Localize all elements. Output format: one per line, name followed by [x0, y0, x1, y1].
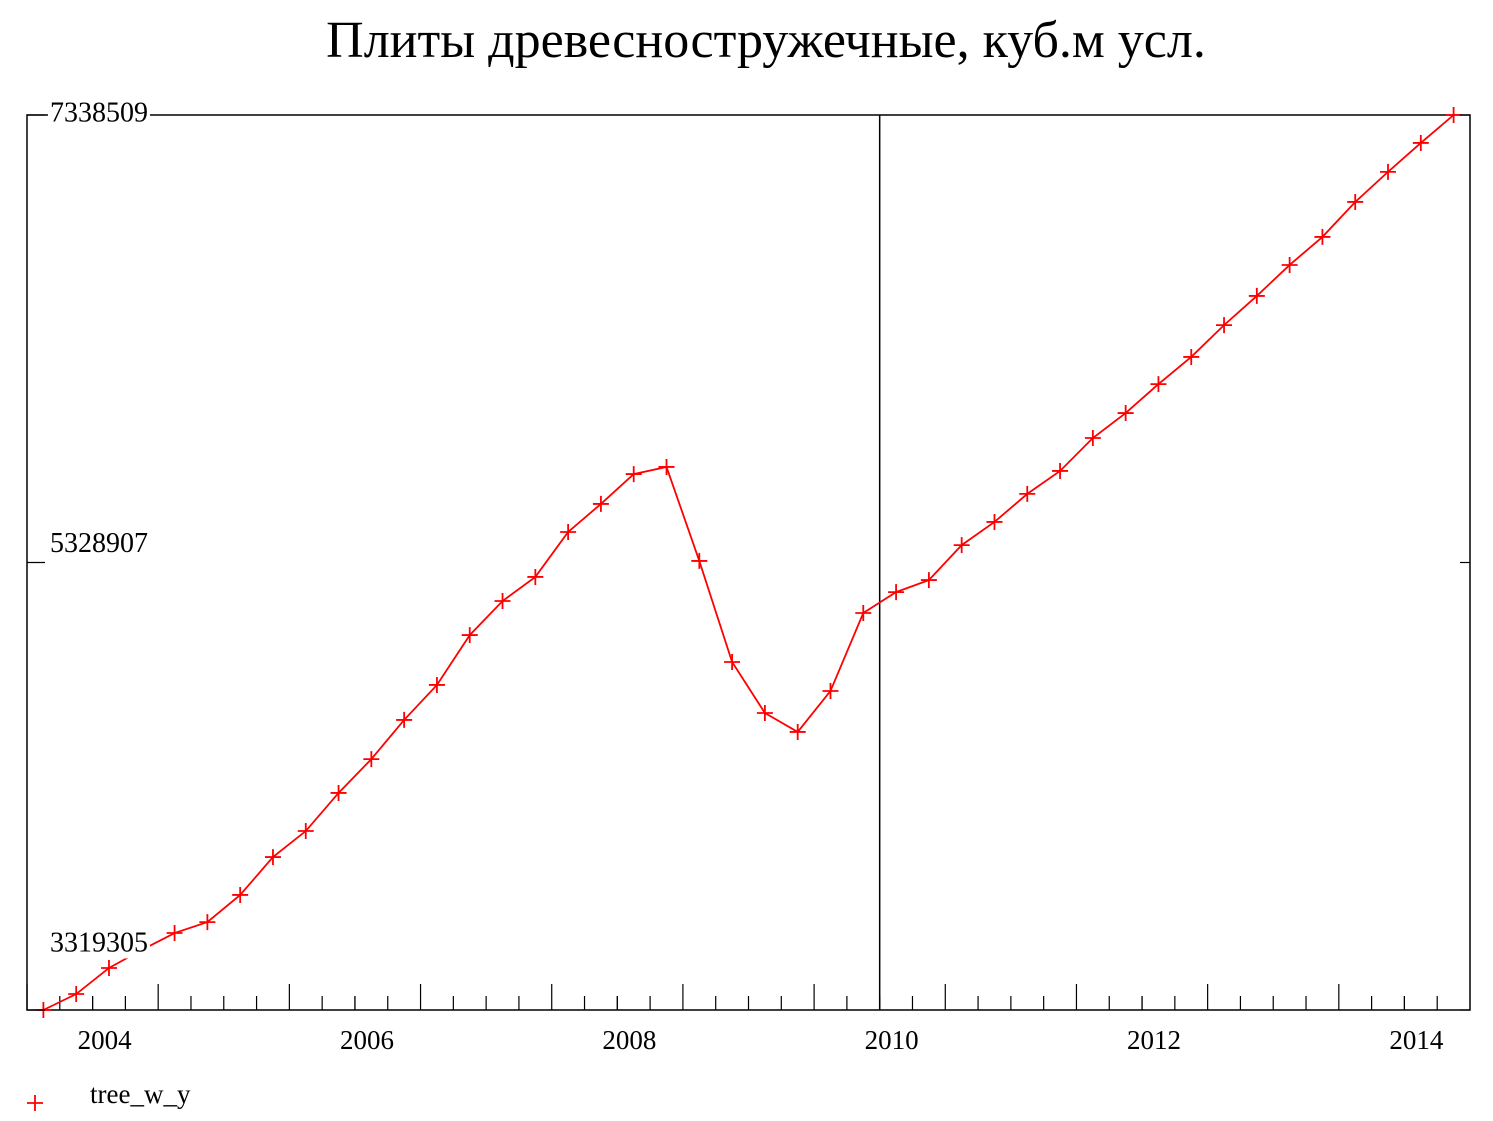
- point-marker: [855, 605, 872, 622]
- point-marker: [1314, 228, 1331, 245]
- point-marker: [297, 823, 314, 840]
- point-marker: [658, 458, 675, 475]
- x-tick-label: 2006: [340, 1025, 394, 1055]
- point-marker: [986, 513, 1003, 530]
- point-marker: [1380, 163, 1397, 180]
- x-tick-label: 2012: [1127, 1025, 1181, 1055]
- point-marker: [330, 784, 347, 801]
- point-marker: [920, 572, 937, 589]
- legend-label: tree_w_y: [90, 1079, 191, 1109]
- point-marker: [953, 537, 970, 554]
- point-marker: [592, 495, 609, 512]
- point-marker: [1183, 348, 1200, 365]
- point-marker: [428, 676, 445, 693]
- point-marker: [822, 682, 839, 699]
- series-line: [43, 114, 1455, 1011]
- point-marker: [166, 925, 183, 942]
- x-tick-label: 2010: [865, 1025, 919, 1055]
- point-marker: [888, 584, 905, 601]
- plot-frame: [26, 114, 1471, 1011]
- chart-title: Плиты древесностружечные, куб.м усл.: [326, 12, 1206, 69]
- point-marker: [691, 552, 708, 569]
- y-tick-label: 5328907: [50, 528, 148, 559]
- point-marker: [494, 593, 511, 610]
- point-marker: [68, 986, 85, 1003]
- point-marker: [527, 568, 544, 585]
- point-marker: [1347, 193, 1364, 210]
- x-tick-label: 2004: [78, 1025, 133, 1055]
- point-marker: [396, 711, 413, 728]
- point-marker: [264, 849, 281, 866]
- point-marker: [1117, 405, 1134, 422]
- point-marker: [789, 723, 806, 740]
- point-marker: [560, 523, 577, 540]
- point-marker: [1019, 485, 1036, 502]
- y-tick-label: 3319305: [50, 927, 148, 958]
- point-marker: [1281, 256, 1298, 273]
- label-background: [48, 97, 150, 129]
- point-marker: [199, 914, 216, 931]
- legend-marker: [27, 1095, 43, 1111]
- label-background: [48, 927, 150, 959]
- point-marker: [1216, 317, 1233, 334]
- point-marker: [100, 959, 117, 976]
- point-marker: [363, 751, 380, 768]
- point-marker: [1445, 107, 1462, 123]
- x-tick-label: 2008: [602, 1025, 656, 1055]
- point-marker: [1052, 462, 1069, 479]
- x-tick-label: 2014: [1389, 1025, 1444, 1055]
- point-marker: [1248, 287, 1265, 304]
- point-marker: [724, 654, 741, 671]
- point-marker: [1412, 134, 1429, 151]
- point-marker: [232, 886, 249, 903]
- point-marker: [461, 627, 478, 644]
- point-marker: [1150, 376, 1167, 393]
- point-marker: [1084, 430, 1101, 447]
- y-tick-label: 7338509: [50, 97, 148, 128]
- label-background: [48, 527, 150, 559]
- point-marker: [625, 466, 642, 483]
- point-marker: [756, 705, 773, 722]
